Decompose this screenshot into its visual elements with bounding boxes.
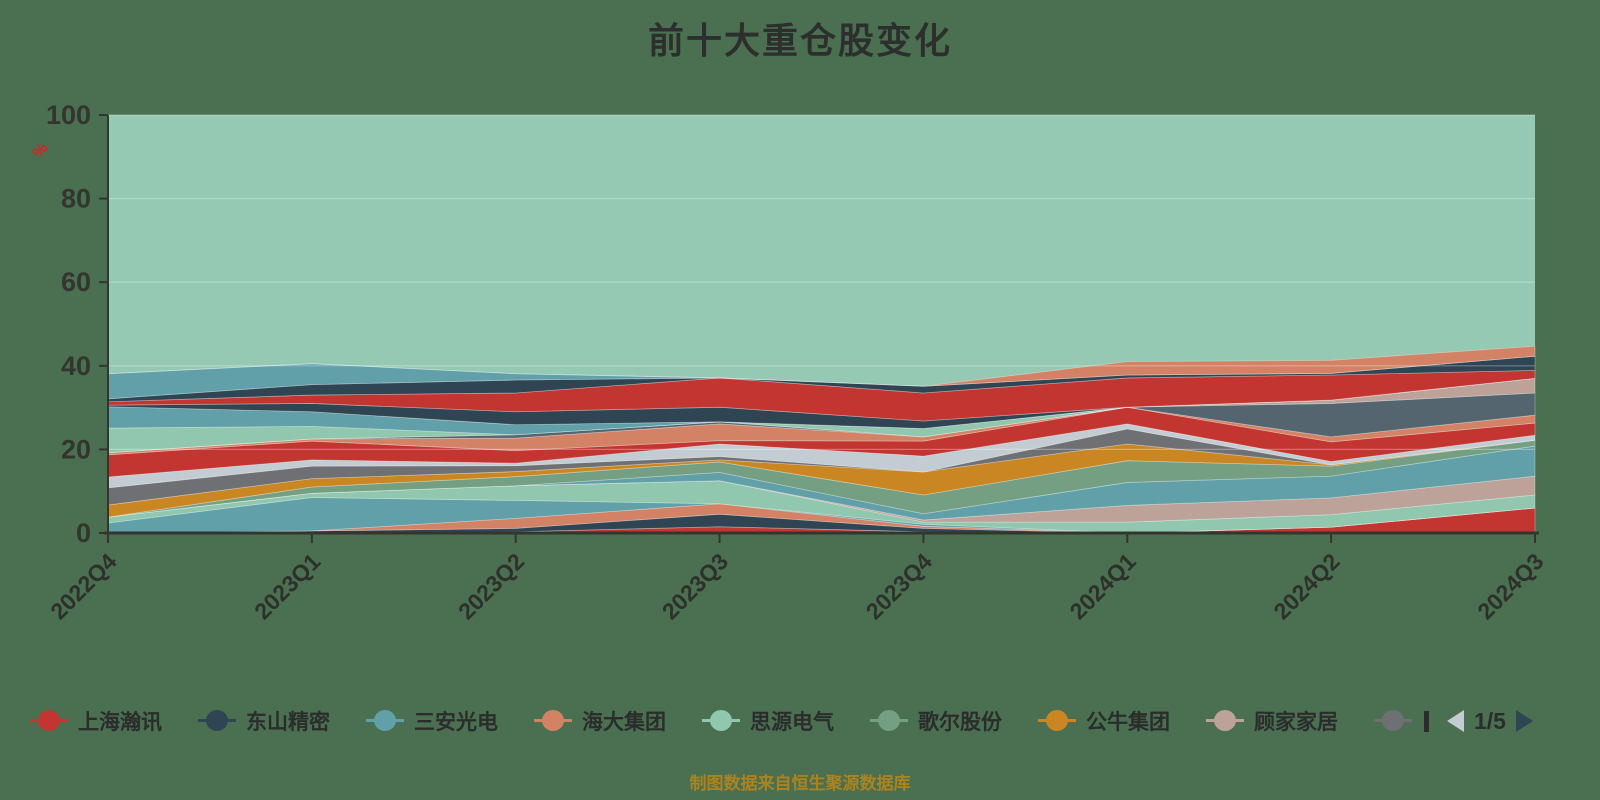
x-axis-label: 2023Q1 [249, 548, 325, 624]
y-axis-label: 20 [61, 434, 91, 464]
legend-item-label: 三安光电 [414, 711, 498, 734]
x-axis-label: 2024Q2 [1268, 548, 1344, 624]
legend-line-dot-icon [534, 709, 572, 733]
area-series [107, 377, 1536, 436]
area-series [107, 345, 1536, 387]
y-axis-label: 80 [61, 184, 91, 214]
legend-item[interactable]: 思源电气 [702, 706, 834, 736]
stacked-area-chart: 0 20 40 60 80 100 2022Q4 2023Q1 2023Q2 2023Q3 2023… [45, 100, 1548, 624]
area-series [107, 377, 1536, 429]
legend-line-dot-icon [1038, 709, 1076, 733]
legend-item[interactable]: 三安光电 [366, 706, 498, 736]
legend-item-label-clipped [1424, 710, 1429, 732]
legend-item[interactable]: 公牛集团 [1038, 706, 1170, 736]
area-series [107, 377, 1536, 454]
footer-note: 制图数据来自恒生聚源数据库 [689, 774, 911, 793]
area-series [107, 377, 1536, 454]
legend-item[interactable]: 东山精密 [198, 706, 330, 736]
legend-line-dot-icon [1206, 709, 1244, 733]
legend-item[interactable]: 歌尔股份 [870, 706, 1002, 736]
y-axis-label: 100 [46, 100, 91, 130]
legend-item-label: 上海瀚讯 [78, 711, 162, 734]
legend-line-dot-icon [702, 709, 740, 733]
legend-line-dot-icon [30, 709, 68, 733]
legend-line-dot-icon [1374, 709, 1412, 733]
legend-pagination: 1/5 [1447, 708, 1533, 735]
legend: 上海瀚讯 东山精密 三安光电 海大集团 思源电气 歌尔股份 公牛集团 顾家家居 1/5 [30, 706, 1590, 736]
x-axis-label: 2024Q1 [1065, 548, 1141, 624]
chart-title: 前十大重仓股变化 [647, 20, 952, 61]
legend-line-dot-icon [870, 709, 908, 733]
legend-item-label: 思源电气 [750, 711, 834, 734]
legend-item[interactable]: 海大集团 [534, 706, 666, 736]
y-axis-label: 0 [76, 518, 91, 548]
legend-item-label: 歌尔股份 [918, 711, 1002, 734]
x-axis-label: 2023Q4 [861, 548, 937, 624]
legend-item-label: 顾家家居 [1254, 711, 1338, 734]
legend-item-label: 公牛集团 [1086, 711, 1170, 734]
legend-item-partial[interactable] [1374, 709, 1429, 733]
x-axis-label: 2023Q3 [657, 548, 733, 624]
legend-line-dot-icon [198, 709, 236, 733]
legend-next-page-icon[interactable] [1515, 710, 1533, 732]
legend-page-indicator: 1/5 [1474, 707, 1506, 734]
area-series [107, 392, 1536, 454]
legend-line-dot-icon [366, 709, 404, 733]
y-axis-label: 60 [61, 267, 91, 297]
x-axis-label: 2022Q4 [45, 548, 121, 624]
x-axis-label: 2023Q2 [453, 548, 529, 624]
x-axis-label: 2024Q3 [1472, 548, 1548, 624]
legend-item-label: 海大集团 [582, 711, 666, 734]
legend-prev-page-icon[interactable] [1447, 710, 1464, 732]
legend-item[interactable]: 顾家家居 [1206, 706, 1338, 736]
y-axis-label: 40 [61, 351, 91, 381]
legend-item[interactable]: 上海瀚讯 [30, 706, 162, 736]
legend-item-label: 东山精密 [246, 711, 330, 734]
